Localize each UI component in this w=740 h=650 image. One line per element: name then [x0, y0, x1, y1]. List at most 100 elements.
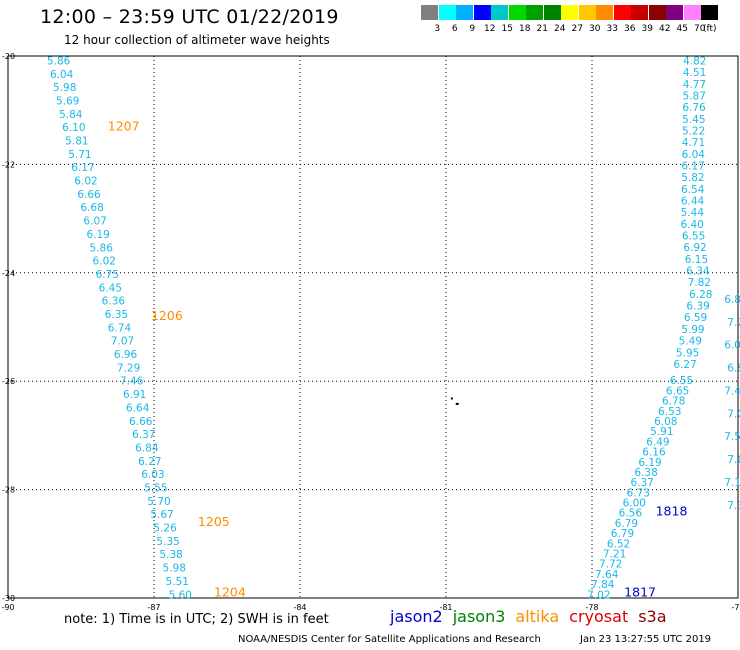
wave-height-value: 6.37 [630, 477, 653, 489]
wave-height-value: 6.03 [141, 469, 164, 481]
wave-height-value: 6.53 [658, 406, 681, 418]
y-tick-label: -20 [2, 52, 15, 61]
wave-height-value: 6.52 [607, 538, 630, 550]
wave-height-value: 5.70 [147, 496, 170, 508]
wave-height-value: 6.19 [86, 229, 109, 241]
wave-height-value: 6.17 [71, 162, 94, 174]
wave-height-value: 7.82 [688, 277, 711, 289]
x-tick-label: -84 [293, 603, 306, 612]
x-tick-label: -90 [1, 603, 14, 612]
wave-height-value: 7.4 [724, 385, 740, 397]
wave-height-value: 5.51 [166, 576, 189, 588]
wave-height-value: 6.78 [662, 396, 685, 408]
wave-height-value: 6.16 [642, 447, 666, 459]
wave-height-value: 5.95 [676, 347, 699, 359]
wave-height-value: 6.79 [611, 528, 634, 540]
wave-height-value: 6.91 [123, 389, 146, 401]
legend-label: 24 [554, 24, 566, 34]
wave-height-value: 5.82 [681, 172, 704, 184]
legend-swatch [526, 5, 543, 20]
island-mark [455, 402, 459, 405]
wave-height-value: 6.75 [96, 269, 119, 281]
wave-height-value: 5.22 [682, 125, 705, 137]
wave-height-value: 7.5 [724, 431, 740, 443]
y-tick-label: -28 [2, 486, 15, 495]
wave-height-value: 6.96 [114, 349, 138, 361]
wave-height-value: 6.8 [724, 294, 740, 306]
wave-height-value: 5.98 [53, 82, 76, 94]
wave-height-value: 6.76 [682, 102, 706, 114]
legend-swatch [648, 5, 666, 20]
legend-swatch [596, 5, 613, 20]
wave-height-value: 6.74 [108, 322, 132, 334]
pass-time-label: 1818 [656, 503, 688, 518]
wave-height-value: 6.07 [83, 216, 106, 228]
legend-swatch [491, 5, 508, 20]
wave-height-value: 6.28 [689, 289, 712, 301]
wave-height-value: 6.68 [80, 202, 103, 214]
page-subtitle: 12 hour collection of altimeter wave hei… [64, 33, 330, 47]
wave-height-value: 7.6 [727, 454, 740, 466]
footer-note: note: 1) Time is in UTC; 2) SWH is in fe… [64, 612, 329, 627]
wave-height-value: 5.35 [156, 536, 179, 548]
y-tick-label: -26 [2, 377, 15, 386]
wave-height-value: 6.36 [102, 296, 126, 308]
legend-label: 21 [536, 24, 548, 34]
legend-unit: (ft) [703, 24, 717, 34]
wave-height-value: 7.72 [599, 559, 622, 571]
wave-height-value: 5.26 [153, 523, 177, 535]
wave-height-value: 6.35 [105, 309, 128, 321]
wave-height-value: 6.38 [634, 467, 657, 479]
legend-label: 42 [659, 24, 671, 34]
wave-height-value: 5.45 [682, 114, 705, 126]
legend-swatch [421, 5, 438, 20]
legend-swatch [473, 5, 491, 20]
pass-time-label: 1206 [151, 308, 183, 323]
legend-swatch [666, 5, 683, 20]
wave-height-value: 6.02 [93, 256, 116, 268]
wave-height-value: 4.71 [682, 137, 705, 149]
wave-height-value: 7.3 [727, 500, 740, 512]
wave-height-value: 5.71 [68, 149, 91, 161]
page-title: 12:00 – 23:59 UTC 01/22/2019 [40, 6, 339, 28]
legend-label: 15 [501, 24, 513, 34]
legend-swatch [561, 5, 578, 20]
wave-height-value: 7.2 [727, 317, 740, 329]
legend-label: 6 [451, 24, 458, 34]
legend-swatch [508, 5, 526, 20]
wave-height-value: 6.00 [623, 498, 646, 510]
x-tick-label: -81 [439, 603, 452, 612]
legend-swatch [683, 5, 701, 20]
wave-height-value: 6.04 [50, 69, 74, 81]
wave-height-value: 6.66 [129, 416, 153, 428]
wave-height-value: 6.84 [135, 442, 159, 454]
wave-height-value: 5.99 [681, 324, 704, 336]
wave-height-value: 6.66 [77, 189, 101, 201]
wave-height-value: 6.37 [132, 429, 155, 441]
legend-label: 33 [606, 24, 618, 34]
wave-height-value: 6.92 [683, 242, 706, 254]
legend-label: 70 [694, 24, 706, 34]
wave-height-value: 6.45 [99, 282, 122, 294]
wave-height-value: 4.77 [683, 79, 706, 91]
legend-swatch [438, 5, 456, 20]
wave-height-value: 7.29 [117, 362, 140, 374]
wave-height-value: 6.49 [646, 436, 669, 448]
wave-height-value: 6.19 [638, 457, 661, 469]
wave-height-value: 6.54 [681, 184, 705, 196]
wave-height-value: 6.02 [74, 176, 97, 188]
wave-height-value: 6.64 [126, 402, 150, 414]
y-tick-label: -22 [2, 160, 15, 169]
wave-height-value: 6.44 [681, 196, 705, 208]
wave-height-value: 6.27 [673, 359, 696, 371]
wave-height-value: 6.55 [682, 231, 705, 243]
wave-height-value: 6.79 [615, 518, 638, 530]
map-frame [7, 55, 739, 599]
legend-swatch [456, 5, 473, 20]
legend-swatch [543, 5, 561, 20]
wave-height-value: 4.82 [683, 55, 706, 67]
wave-height-value: 6.39 [686, 301, 709, 313]
satellite-cryosat: cryosat [569, 607, 629, 626]
legend-swatch [578, 5, 596, 20]
